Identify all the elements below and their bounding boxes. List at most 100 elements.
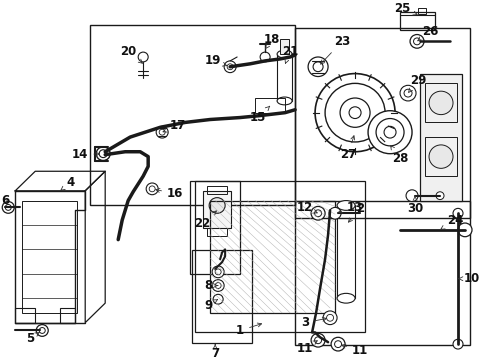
Bar xyxy=(420,73,462,201)
Ellipse shape xyxy=(337,293,355,303)
Circle shape xyxy=(96,147,110,161)
Circle shape xyxy=(39,328,45,333)
Circle shape xyxy=(308,57,328,77)
Circle shape xyxy=(156,126,168,138)
Text: 8: 8 xyxy=(204,279,218,292)
Circle shape xyxy=(159,129,165,135)
Text: 11: 11 xyxy=(297,341,318,355)
Bar xyxy=(425,84,457,122)
Text: 22: 22 xyxy=(194,211,217,230)
Text: 10: 10 xyxy=(458,272,480,285)
Circle shape xyxy=(313,62,323,72)
Bar xyxy=(22,201,77,313)
Text: 5: 5 xyxy=(26,332,40,345)
Bar xyxy=(255,98,285,113)
Bar xyxy=(90,25,295,206)
Bar xyxy=(337,206,355,298)
Bar xyxy=(425,137,457,176)
Text: 11: 11 xyxy=(342,343,368,356)
Circle shape xyxy=(453,339,463,349)
Circle shape xyxy=(429,91,453,114)
Bar xyxy=(295,28,470,218)
Circle shape xyxy=(315,73,395,152)
Text: 20: 20 xyxy=(120,45,143,63)
Bar xyxy=(277,54,292,101)
Ellipse shape xyxy=(277,97,292,105)
Bar xyxy=(210,201,335,313)
Text: 6: 6 xyxy=(1,194,9,207)
Text: 15: 15 xyxy=(250,106,270,124)
Bar xyxy=(192,251,252,343)
Text: 25: 25 xyxy=(394,2,417,15)
Text: 30: 30 xyxy=(407,196,423,215)
Bar xyxy=(203,191,231,228)
Bar xyxy=(400,12,435,30)
Bar xyxy=(207,228,227,236)
Circle shape xyxy=(311,333,325,347)
Bar xyxy=(295,201,470,345)
Text: 3: 3 xyxy=(301,316,326,329)
Text: 4: 4 xyxy=(61,176,74,190)
Circle shape xyxy=(260,52,270,62)
Circle shape xyxy=(410,35,424,48)
Circle shape xyxy=(414,38,420,45)
Circle shape xyxy=(213,294,223,304)
Circle shape xyxy=(458,223,472,237)
Circle shape xyxy=(325,84,385,142)
Ellipse shape xyxy=(337,201,355,210)
Circle shape xyxy=(329,207,341,219)
Circle shape xyxy=(212,266,224,278)
Circle shape xyxy=(331,337,345,351)
Circle shape xyxy=(212,280,224,291)
Text: 14: 14 xyxy=(72,148,99,161)
Circle shape xyxy=(215,269,221,275)
Text: 28: 28 xyxy=(391,146,408,165)
Text: 29: 29 xyxy=(409,74,426,93)
Text: 9: 9 xyxy=(204,298,218,311)
Text: 2: 2 xyxy=(348,202,364,222)
Bar xyxy=(60,308,75,323)
Text: 13: 13 xyxy=(339,201,363,214)
Circle shape xyxy=(5,204,11,210)
Text: 16: 16 xyxy=(156,187,183,200)
Circle shape xyxy=(323,311,337,325)
Bar xyxy=(418,8,426,14)
Circle shape xyxy=(368,111,412,154)
Circle shape xyxy=(146,183,158,195)
Ellipse shape xyxy=(277,50,292,58)
Bar xyxy=(207,186,227,194)
Circle shape xyxy=(36,325,48,336)
Text: 23: 23 xyxy=(320,35,350,64)
Circle shape xyxy=(227,64,233,70)
Text: 7: 7 xyxy=(211,345,219,360)
Circle shape xyxy=(436,192,444,199)
Circle shape xyxy=(406,190,418,202)
Text: 1: 1 xyxy=(236,323,262,337)
Text: 17: 17 xyxy=(163,119,186,132)
Circle shape xyxy=(376,118,404,146)
Circle shape xyxy=(311,206,325,220)
Circle shape xyxy=(429,145,453,168)
Circle shape xyxy=(400,85,416,101)
Circle shape xyxy=(453,208,463,218)
Circle shape xyxy=(149,186,155,192)
Circle shape xyxy=(315,210,321,217)
Text: 19: 19 xyxy=(205,54,227,67)
Circle shape xyxy=(224,61,236,73)
Circle shape xyxy=(99,150,107,158)
Text: 27: 27 xyxy=(340,136,356,161)
Text: 21: 21 xyxy=(282,45,298,63)
Text: 24: 24 xyxy=(441,213,463,229)
Circle shape xyxy=(209,198,225,213)
Circle shape xyxy=(349,107,361,118)
Bar xyxy=(280,39,289,54)
Circle shape xyxy=(326,314,334,321)
Text: 26: 26 xyxy=(418,25,438,41)
Circle shape xyxy=(315,337,321,344)
Text: 18: 18 xyxy=(264,33,280,49)
Circle shape xyxy=(404,89,412,97)
Bar xyxy=(15,308,35,323)
Bar xyxy=(195,181,365,332)
Circle shape xyxy=(2,202,14,213)
Bar xyxy=(190,181,240,274)
